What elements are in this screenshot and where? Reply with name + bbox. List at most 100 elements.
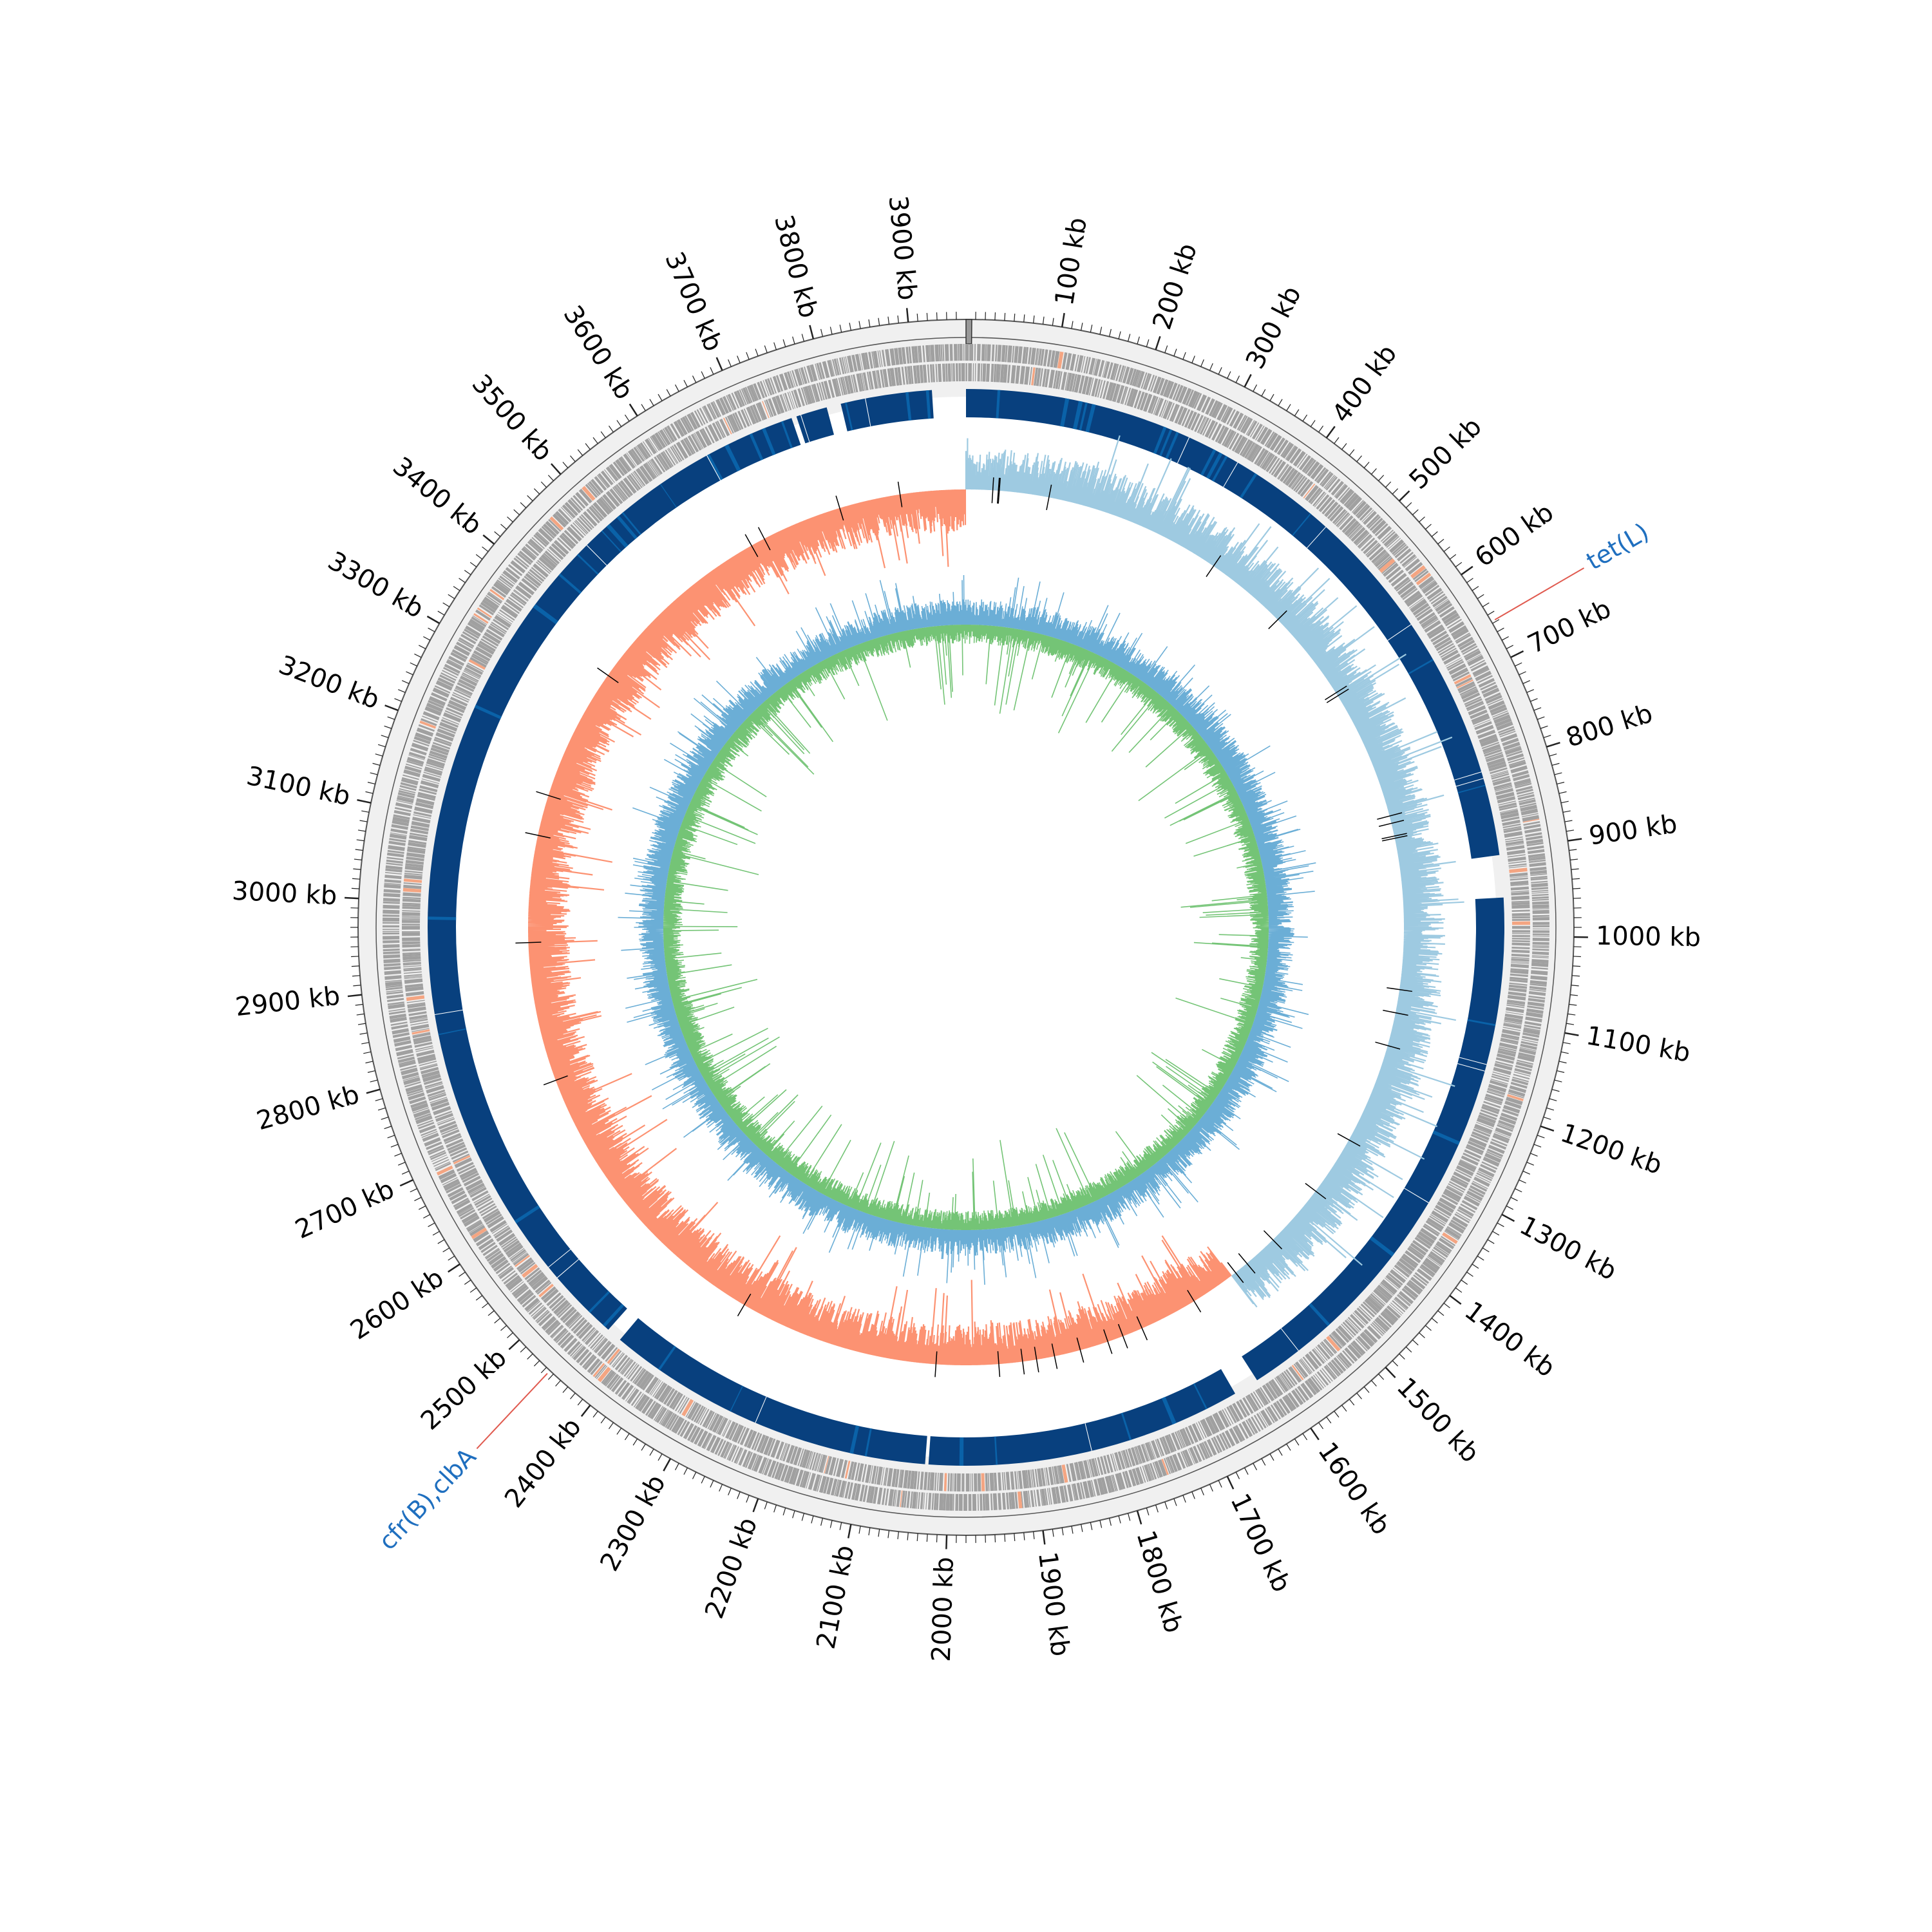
- cds-feature: [517, 553, 532, 565]
- cds-feature: [1215, 425, 1226, 442]
- cds-feature: [994, 345, 998, 362]
- cds-feature: [1291, 474, 1304, 490]
- cds-feature: [1248, 1417, 1258, 1434]
- minor-tick: [916, 313, 918, 322]
- tick-label: 2800 kb: [254, 1080, 363, 1137]
- cds-feature: [1494, 1063, 1513, 1071]
- cds-feature: [1511, 904, 1530, 909]
- cds-feature: [668, 1392, 681, 1409]
- minor-tick: [500, 524, 507, 530]
- cds-feature: [524, 1298, 540, 1312]
- cds-feature: [598, 497, 612, 514]
- cds-feature: [497, 613, 513, 625]
- cds-feature: [1032, 1469, 1036, 1488]
- cds-feature: [540, 1286, 556, 1301]
- cds-feature: [1368, 546, 1385, 561]
- cds-feature: [1133, 390, 1142, 409]
- cds-feature: [1196, 1422, 1205, 1439]
- cds-feature: [1304, 459, 1316, 475]
- cds-feature: [477, 607, 493, 618]
- cds-feature: [1198, 1443, 1209, 1459]
- cds-feature: [724, 416, 734, 434]
- cds-feature: [842, 1481, 848, 1498]
- cds-feature: [1499, 1042, 1518, 1050]
- cds-feature: [1234, 435, 1247, 454]
- cds-feature: [401, 777, 419, 783]
- cds-feature: [1135, 1446, 1142, 1464]
- cds-feature: [1247, 1394, 1259, 1412]
- cds-feature: [522, 1264, 538, 1278]
- cds-feature: [1367, 1325, 1381, 1340]
- cds-feature: [636, 443, 649, 460]
- cds-feature: [1074, 374, 1081, 393]
- cds-feature: [1005, 1472, 1010, 1490]
- minor-tick: [1209, 1484, 1213, 1492]
- cds-feature: [1106, 362, 1113, 379]
- cds-feature: [961, 1473, 965, 1492]
- cds-feature: [409, 1014, 428, 1020]
- cds-feature: [1256, 426, 1269, 443]
- cds-feature: [422, 1074, 441, 1083]
- cds-feature: [949, 1493, 953, 1511]
- cds-feature: [831, 359, 837, 376]
- cds-feature: [1359, 1332, 1374, 1347]
- cds-feature: [1487, 698, 1503, 706]
- cds-feature: [1365, 542, 1379, 556]
- cds-feature: [473, 1193, 490, 1204]
- cds-feature: [639, 465, 653, 482]
- cds-feature: [872, 370, 878, 389]
- cds-feature: [671, 1416, 683, 1433]
- minor-tick: [994, 1534, 996, 1542]
- cds-feature: [1397, 1294, 1411, 1306]
- cds-feature: [399, 1059, 415, 1065]
- cds-feature: [1394, 1264, 1410, 1278]
- cds-feature: [981, 344, 985, 361]
- cds-feature: [1428, 591, 1444, 602]
- cds-feature: [712, 401, 721, 417]
- cds-feature: [1349, 1314, 1365, 1329]
- cds-feature: [471, 1227, 488, 1240]
- cds-feature: [1362, 1301, 1378, 1316]
- minor-tick: [1318, 425, 1324, 433]
- cds-feature: [562, 1336, 574, 1349]
- cds-feature: [1278, 1398, 1291, 1414]
- minor-tick: [437, 611, 445, 616]
- major-tick: [1567, 838, 1582, 842]
- cds-feature: [528, 1271, 545, 1286]
- cds-feature: [736, 1448, 744, 1464]
- cds-feature: [1218, 1410, 1230, 1428]
- cds-feature: [715, 399, 726, 416]
- cds-feature: [1337, 1325, 1353, 1341]
- cds-feature: [1504, 831, 1523, 838]
- cds-feature: [1233, 412, 1244, 430]
- cds-feature: [1066, 1464, 1072, 1482]
- cds-feature: [1017, 1491, 1023, 1509]
- cds-feature: [882, 1488, 886, 1505]
- cds-feature: [466, 1219, 482, 1229]
- minor-tick: [459, 1271, 466, 1277]
- cds-feature: [1423, 618, 1439, 630]
- cds-feature: [1303, 459, 1315, 473]
- cds-feature: [1359, 507, 1373, 521]
- cds-feature: [1104, 1476, 1112, 1493]
- cds-feature: [1495, 788, 1514, 796]
- cds-feature: [519, 1292, 535, 1305]
- cds-feature: [1242, 1397, 1254, 1414]
- skew-marker: [543, 1075, 568, 1086]
- cds-feature: [422, 715, 439, 723]
- cds-feature: [407, 1090, 424, 1097]
- cds-feature: [632, 471, 644, 488]
- cds-feature: [1466, 703, 1484, 712]
- minor-tick: [1573, 887, 1581, 889]
- cds-feature: [993, 1472, 996, 1491]
- cds-feature: [419, 720, 437, 729]
- minor-tick: [355, 1003, 363, 1006]
- cds-feature: [1221, 1432, 1231, 1448]
- cds-feature: [706, 404, 716, 420]
- cds-feature: [1201, 1442, 1211, 1459]
- cds-feature: [1525, 832, 1542, 837]
- cds-feature: [1077, 1461, 1085, 1480]
- cds-feature: [782, 1443, 790, 1462]
- cds-feature: [1526, 835, 1543, 841]
- cds-feature: [1532, 904, 1549, 909]
